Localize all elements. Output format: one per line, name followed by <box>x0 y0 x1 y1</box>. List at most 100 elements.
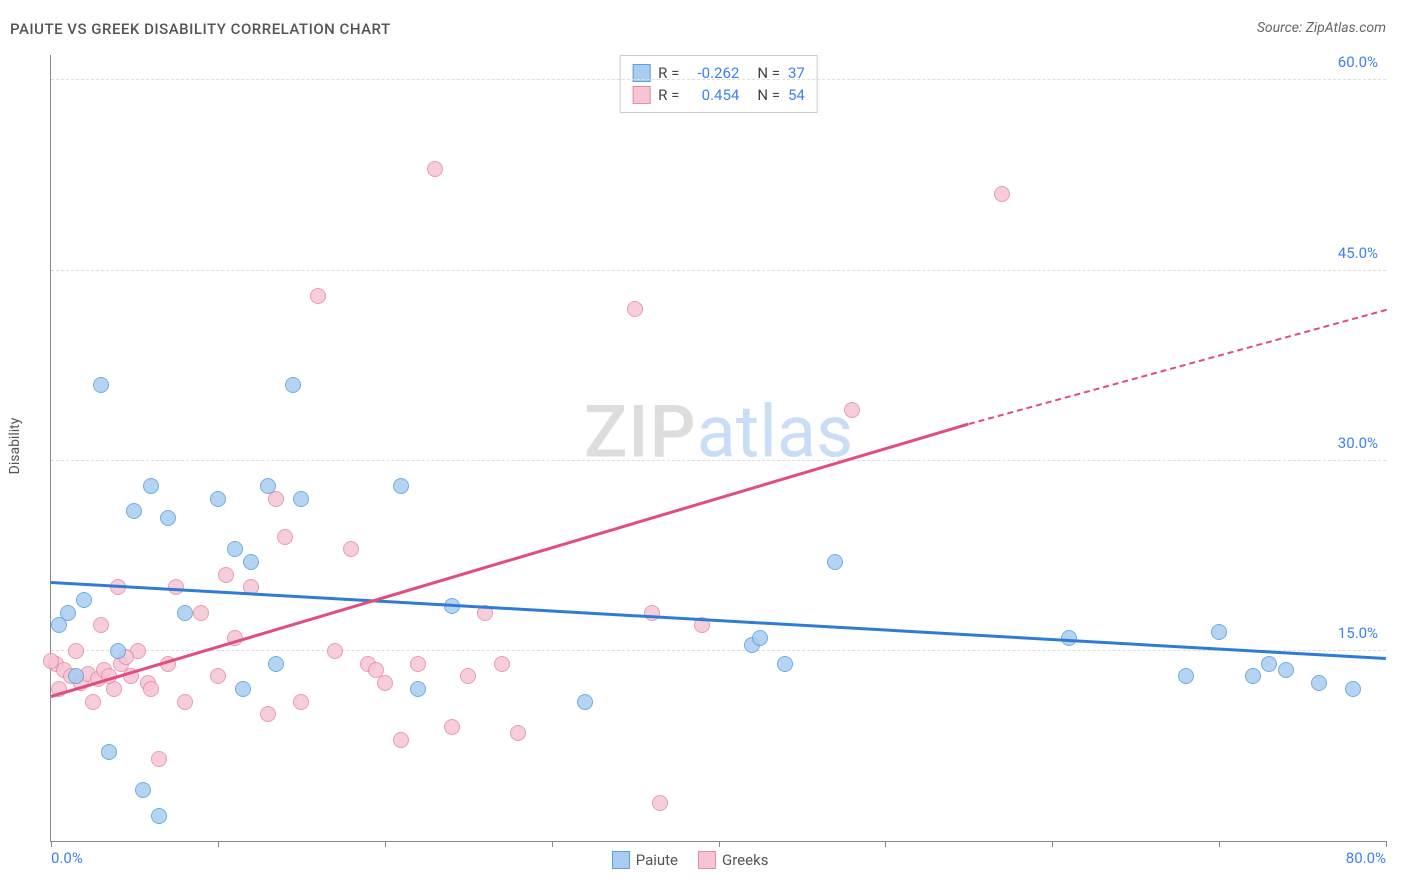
data-point <box>510 725 526 741</box>
xlabel-max: 80.0% <box>1346 849 1386 867</box>
xtick <box>1052 841 1053 847</box>
xtick <box>218 841 219 847</box>
series-legend: Paiute Greeks <box>612 851 769 869</box>
legend-r-value: 0.454 <box>687 86 739 104</box>
legend-row: R =0.454N =54 <box>632 84 805 106</box>
data-point <box>1178 668 1194 684</box>
ytick-label: 45.0% <box>1338 244 1378 262</box>
legend-row: R =-0.262N =37 <box>632 62 805 84</box>
data-point <box>393 478 409 494</box>
chart-header: PAIUTE VS GREEK DISABILITY CORRELATION C… <box>10 20 1396 50</box>
data-point <box>1278 662 1294 678</box>
data-point <box>235 681 251 697</box>
data-point <box>93 617 109 633</box>
watermark-atlas: atlas <box>697 390 854 475</box>
data-point <box>994 186 1010 202</box>
data-point <box>1311 675 1327 691</box>
gridline <box>51 270 1386 271</box>
data-point <box>627 301 643 317</box>
data-point <box>427 161 443 177</box>
data-point <box>243 554 259 570</box>
data-point <box>410 656 426 672</box>
data-point <box>752 630 768 646</box>
xtick <box>1219 841 1220 847</box>
data-point <box>227 541 243 557</box>
yaxis-title: Disability <box>7 418 23 475</box>
legend-swatch <box>632 86 650 104</box>
xtick <box>885 841 886 847</box>
ytick-label: 15.0% <box>1338 624 1378 642</box>
data-point <box>293 491 309 507</box>
legend-swatch <box>698 851 716 869</box>
series-legend-item: Paiute <box>612 851 678 869</box>
series-legend-label: Paiute <box>636 851 678 869</box>
xtick <box>719 841 720 847</box>
legend-n-label: N = <box>757 86 780 104</box>
data-point <box>1261 656 1277 672</box>
xtick <box>51 841 52 847</box>
xlabel-min: 0.0% <box>51 849 83 867</box>
data-point <box>827 554 843 570</box>
data-point <box>393 732 409 748</box>
series-legend-item: Greeks <box>698 851 768 869</box>
xtick <box>1386 841 1387 847</box>
gridline <box>51 79 1386 80</box>
legend-n-value: 54 <box>788 86 805 104</box>
ytick-label: 30.0% <box>1338 434 1378 452</box>
data-point <box>68 668 84 684</box>
data-point <box>410 681 426 697</box>
data-point <box>377 675 393 691</box>
data-point <box>1245 668 1261 684</box>
data-point <box>151 751 167 767</box>
data-point <box>76 592 92 608</box>
watermark-zip: ZIP <box>584 390 697 475</box>
data-point <box>285 377 301 393</box>
source-attribution: Source: ZipAtlas.com <box>1257 20 1386 36</box>
data-point <box>844 402 860 418</box>
scatter-chart: ZIPatlas R =-0.262N =37R =0.454N =54 Pai… <box>50 55 1386 842</box>
data-point <box>68 643 84 659</box>
data-point <box>126 503 142 519</box>
data-point <box>777 656 793 672</box>
data-point <box>460 668 476 684</box>
data-point <box>343 541 359 557</box>
data-point <box>110 643 126 659</box>
data-point <box>494 656 510 672</box>
data-point <box>151 808 167 824</box>
xtick <box>552 841 553 847</box>
series-legend-label: Greeks <box>722 851 768 869</box>
data-point <box>60 605 76 621</box>
data-point <box>260 478 276 494</box>
data-point <box>177 605 193 621</box>
data-point <box>1345 681 1361 697</box>
data-point <box>210 491 226 507</box>
legend-swatch <box>612 851 630 869</box>
data-point <box>268 656 284 672</box>
data-point <box>43 653 59 669</box>
correlation-legend: R =-0.262N =37R =0.454N =54 <box>619 55 818 113</box>
data-point <box>218 567 234 583</box>
trendline <box>51 581 1386 660</box>
chart-title: PAIUTE VS GREEK DISABILITY CORRELATION C… <box>10 20 1396 38</box>
ytick-label: 60.0% <box>1338 53 1378 71</box>
data-point <box>143 681 159 697</box>
data-point <box>93 377 109 393</box>
data-point <box>327 643 343 659</box>
data-point <box>310 288 326 304</box>
data-point <box>577 694 593 710</box>
data-point <box>277 529 293 545</box>
data-point <box>143 478 159 494</box>
gridline <box>51 650 1386 651</box>
data-point <box>260 706 276 722</box>
data-point <box>652 795 668 811</box>
gridline <box>51 460 1386 461</box>
data-point <box>293 694 309 710</box>
watermark: ZIPatlas <box>584 390 853 475</box>
data-point <box>210 668 226 684</box>
data-point <box>101 744 117 760</box>
data-point <box>444 719 460 735</box>
data-point <box>135 782 151 798</box>
xtick <box>385 841 386 847</box>
data-point <box>85 694 101 710</box>
trendline-extrapolated <box>969 309 1387 425</box>
